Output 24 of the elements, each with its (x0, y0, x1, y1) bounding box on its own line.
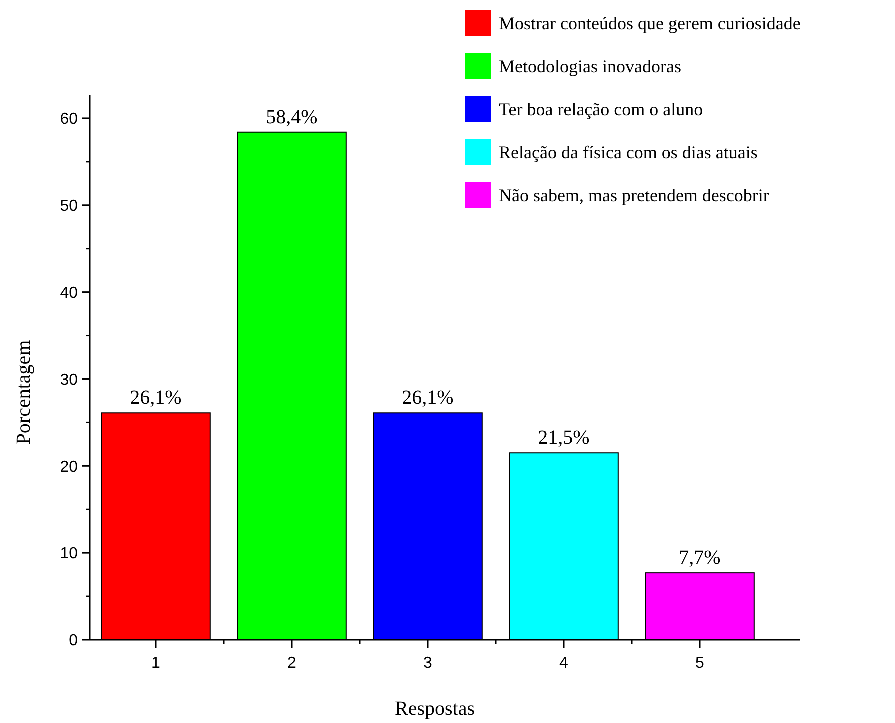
y-axis-title: Porcentagem (13, 340, 35, 445)
y-tick-label: 60 (60, 111, 78, 128)
legend-label: Mostrar conteúdos que gerem curiosidade (499, 13, 801, 34)
x-tick-label: 4 (560, 655, 569, 672)
data-label: 26,1% (130, 387, 182, 410)
x-axis-title: Respostas (395, 698, 476, 720)
y-tick-label: 30 (60, 372, 78, 389)
legend-label: Ter boa relação com o aluno (499, 99, 704, 120)
data-label: 7,7% (679, 547, 721, 570)
x-tick-label: 2 (288, 655, 297, 672)
data-label: 26,1% (402, 387, 454, 410)
data-label: 21,5% (538, 427, 590, 450)
legend-label: Metodologias inovadoras (499, 56, 682, 76)
y-tick-label: 10 (60, 546, 78, 563)
y-tick-label: 50 (60, 198, 78, 215)
legend-label: Relação da física com os dias atuais (499, 142, 758, 162)
data-label: 58,4% (266, 106, 318, 128)
y-tick-label: 0 (69, 632, 78, 650)
x-tick-label: 5 (696, 655, 705, 672)
x-tick-label: 1 (152, 655, 161, 672)
legend-label: Não sabem, mas pretendem descobrir (499, 185, 770, 206)
y-tick-label: 40 (60, 284, 78, 302)
y-tick-label: 20 (60, 458, 78, 476)
x-tick-label: 3 (424, 655, 433, 672)
